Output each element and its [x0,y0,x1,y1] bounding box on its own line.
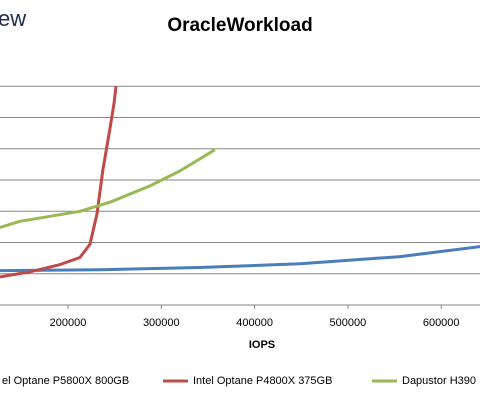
x-tick-label: 600000 [423,317,460,329]
chart-title: OracleWorkload [167,15,312,36]
logo: ew [0,6,26,31]
x-tick-label: 500000 [330,317,367,329]
series-line [0,148,216,229]
x-tick-label: 400000 [236,317,273,329]
series-line [0,245,480,273]
x-tick-label: 200000 [50,317,87,329]
legend-label: Dapustor H390 [402,375,476,387]
x-tick-label: 300000 [143,317,180,329]
legend-label: Intel Optane P4800X 375GB [193,375,332,387]
x-axis-label: IOPS [249,339,275,351]
legend-label: el Optane P5800X 800GB [2,375,129,387]
series-line [0,86,118,279]
